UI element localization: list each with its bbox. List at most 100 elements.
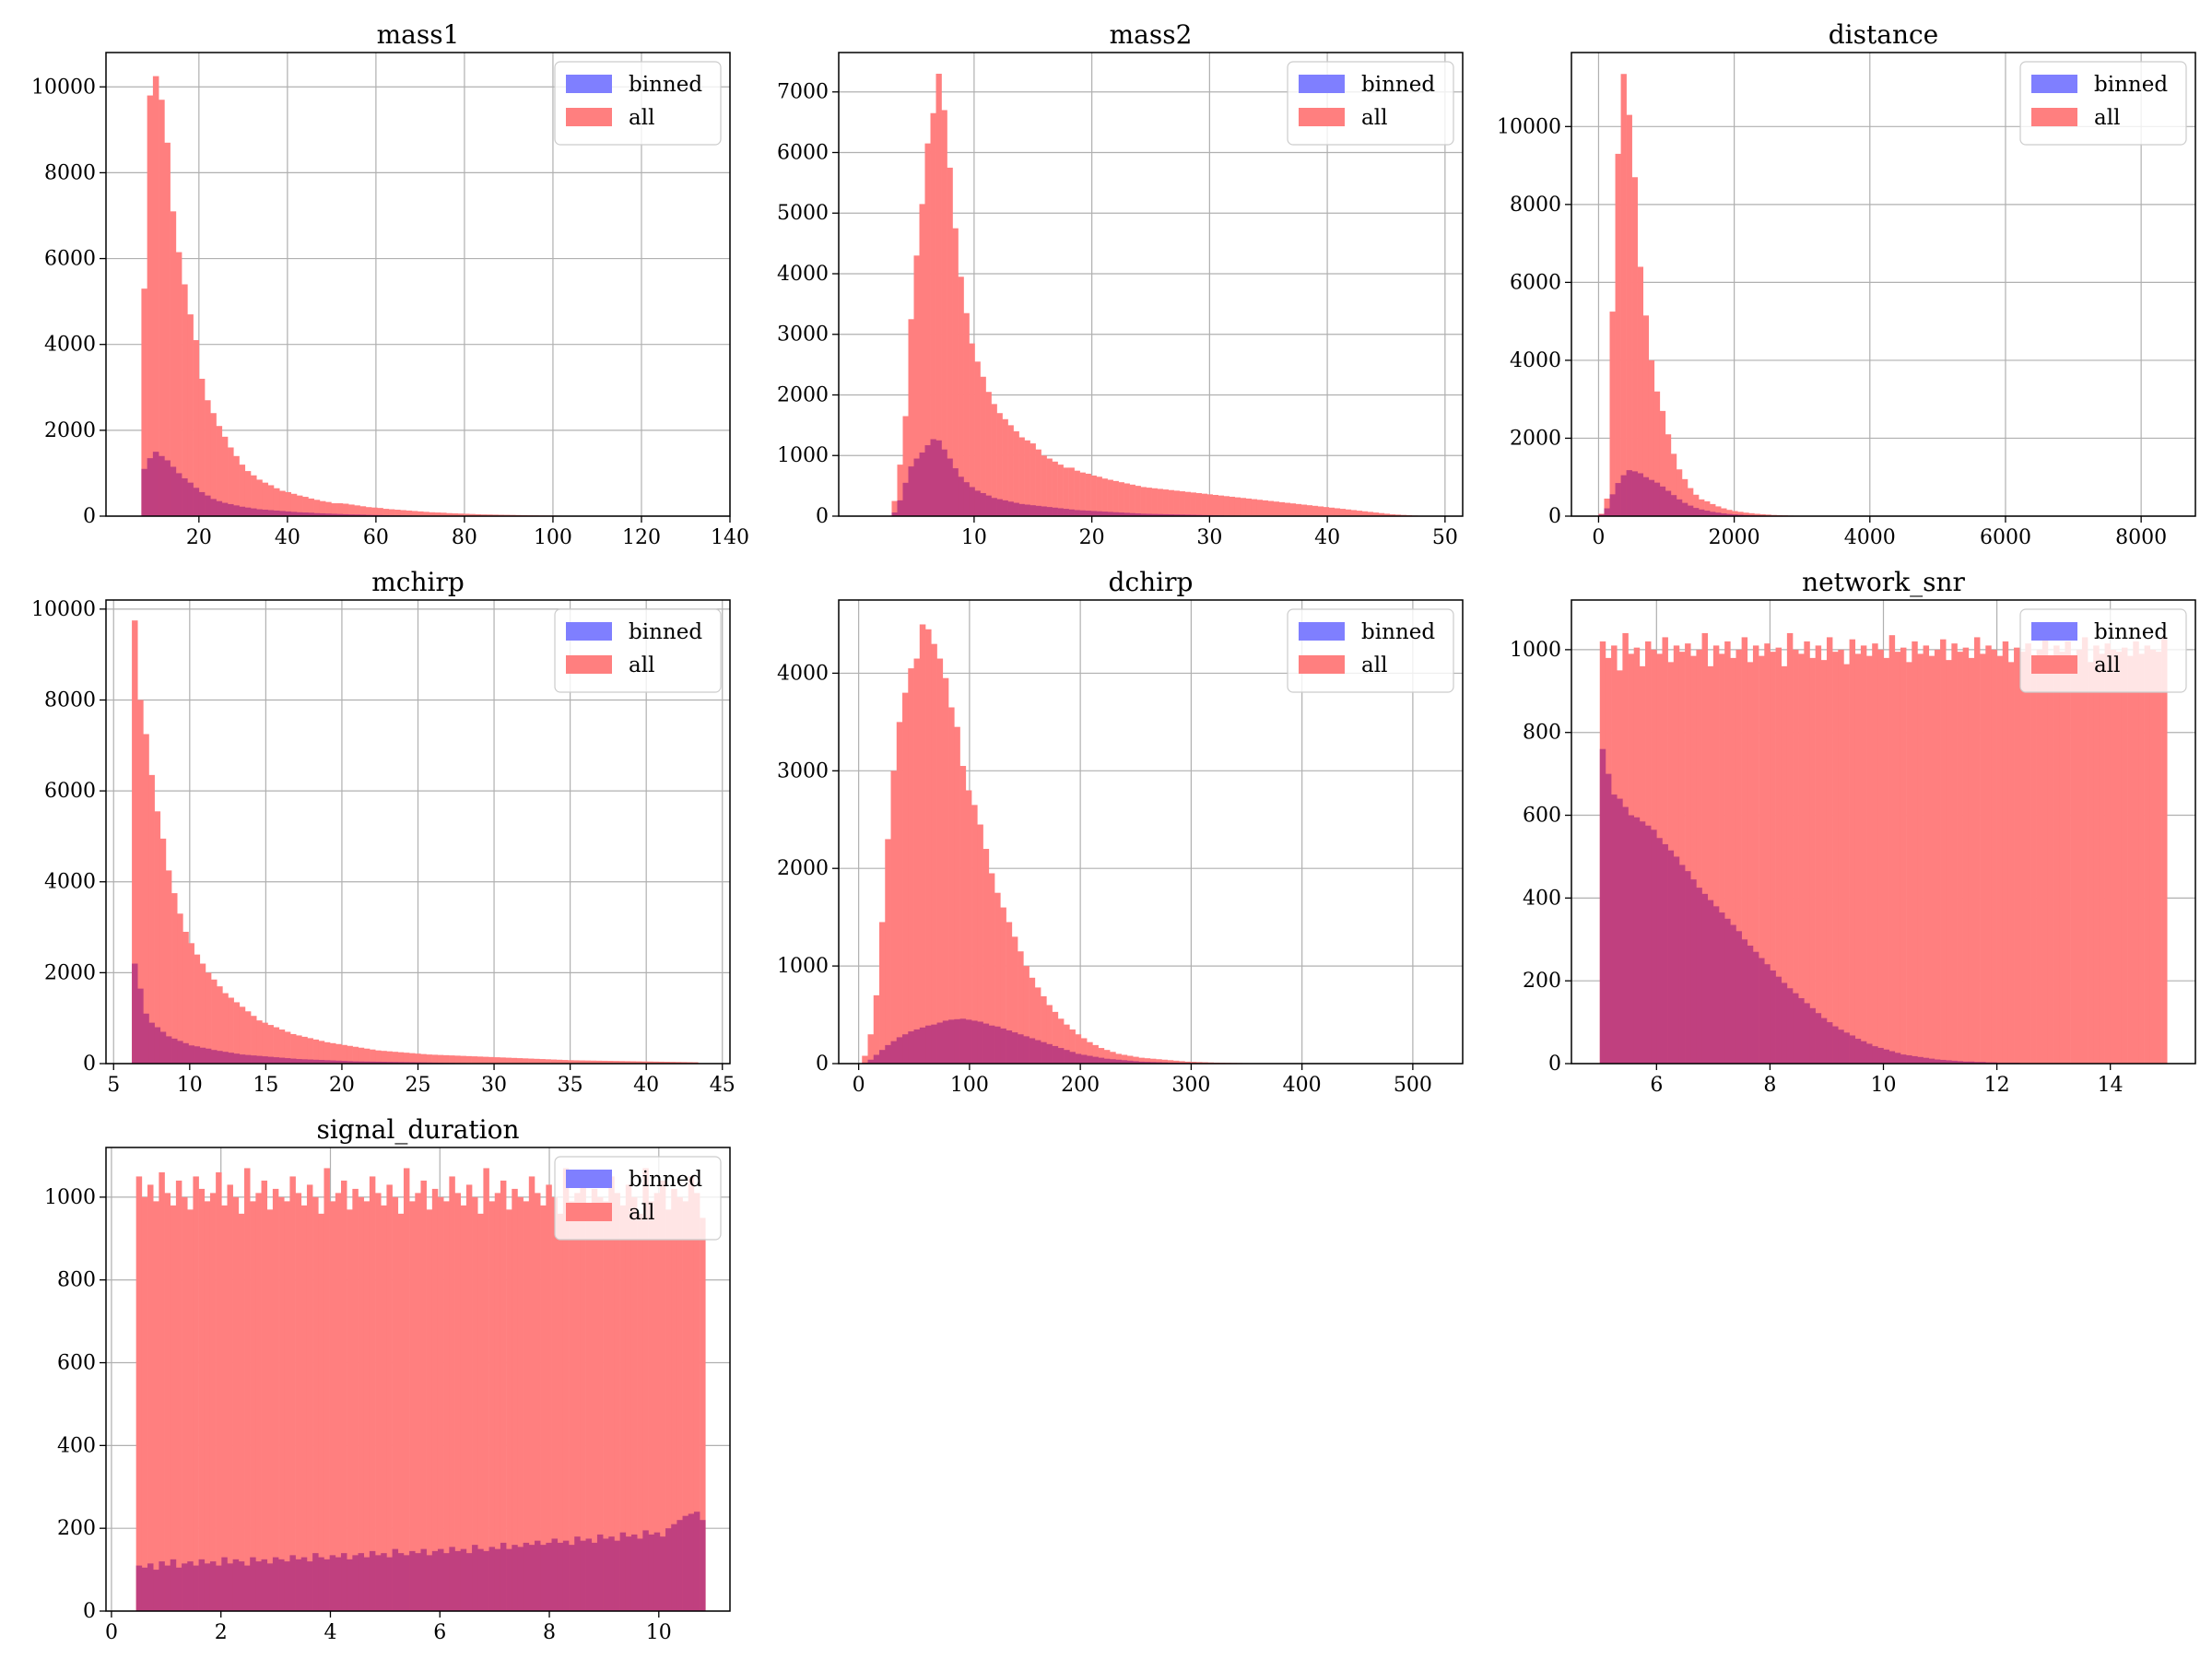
all-bar (1637, 266, 1644, 516)
binned-bar (1676, 499, 1683, 516)
all-bar (1345, 509, 1352, 516)
all-bar (2099, 653, 2105, 1064)
binned-bar (233, 1053, 241, 1064)
all-bar (2007, 662, 2015, 1064)
all-bar (919, 204, 925, 516)
all-bar (431, 1188, 439, 1611)
all-bar (908, 668, 914, 1064)
binned-bar (325, 513, 332, 516)
binned-bar (637, 1538, 643, 1611)
binned-bar (1710, 512, 1716, 516)
binned-bar (608, 1536, 615, 1611)
binned-bar (603, 1538, 609, 1611)
legend: binned all (1287, 61, 1454, 146)
all-bar (1334, 508, 1341, 516)
legend-label-binned: binned (629, 73, 702, 97)
y-tick-label: 2000 (1510, 427, 1561, 450)
binned-bar (341, 1061, 347, 1064)
all-bar (278, 1030, 286, 1064)
all-bar (494, 1057, 500, 1064)
binned-bar (397, 1062, 405, 1064)
subplot-mass1: 20 40 60 80 100 120 140 0 2000 4000 6000 8000 10000 m… (31, 19, 749, 549)
all-bar (420, 1053, 427, 1064)
all-bar (534, 1058, 540, 1064)
binned-bar (381, 1062, 387, 1064)
all-bar (1681, 478, 1688, 516)
all-bar (1080, 1038, 1088, 1064)
binned-bar (902, 482, 909, 516)
all-bar (284, 1031, 291, 1064)
binned-bar (1883, 1049, 1889, 1064)
binned-bar (1894, 1053, 1901, 1064)
all-bar (409, 1053, 416, 1064)
all-bar (2121, 647, 2128, 1064)
all-bar (1075, 1034, 1082, 1064)
binned-bar (985, 495, 992, 516)
binned-bar (952, 468, 959, 516)
all-bar (336, 503, 344, 516)
binned-bar (1124, 512, 1130, 516)
all-bar (591, 1188, 598, 1611)
binned-bar (1052, 507, 1058, 516)
all-bar (170, 1205, 177, 1611)
binned-bar (523, 1542, 530, 1611)
all-bar (465, 1055, 472, 1064)
binned-bar (1786, 988, 1794, 1064)
subplot-title: network_snr (1802, 567, 1965, 597)
all-bar (182, 1196, 188, 1611)
axes-frame (105, 52, 731, 517)
binned-bar (1860, 1041, 1867, 1064)
all-bar (1747, 662, 1754, 1064)
binned-bar (1849, 1035, 1856, 1064)
all-bar (1670, 453, 1677, 516)
all-bar (2081, 637, 2088, 1064)
legend-label-all: all (1361, 106, 1387, 130)
all-bar (931, 643, 937, 1064)
all-bar (431, 1054, 439, 1064)
binned-bar (1732, 514, 1738, 516)
binned-bar (1126, 1060, 1134, 1064)
binned-bar (873, 1054, 880, 1064)
all-bar (528, 1058, 535, 1064)
binned-bar (255, 1561, 262, 1611)
binned-bar (1146, 513, 1152, 516)
all-bar (1900, 647, 1907, 1064)
y-tick-label: 200 (57, 1517, 96, 1540)
all-bar (1018, 951, 1024, 1064)
all-bar (454, 1055, 461, 1064)
binned-bar (363, 1557, 371, 1611)
y-tick-label: 2000 (44, 419, 96, 442)
binned-bar (159, 1031, 167, 1064)
all-bar (688, 1176, 695, 1611)
all-bar (556, 1059, 563, 1064)
binned-bar (193, 1565, 199, 1611)
all-bar (1957, 652, 1963, 1064)
binned-bar (867, 1059, 875, 1064)
all-bar (375, 1193, 382, 1611)
binned-bar (205, 1048, 212, 1064)
all-bar (295, 1193, 302, 1611)
all-bar (562, 1168, 570, 1611)
all-bar (1759, 513, 1766, 516)
y-tick-label: 4000 (1510, 349, 1561, 372)
x-tick-label: 0 (853, 1074, 865, 1097)
all-bar (1701, 632, 1709, 1064)
all-bar (238, 1213, 245, 1611)
binned-bar (540, 1545, 547, 1611)
binned-bar (1041, 1041, 1047, 1064)
binned-bar (227, 1563, 233, 1611)
x-tick-label: 45 (710, 1074, 735, 1097)
binned-bar (1687, 505, 1694, 516)
all-bar (437, 1196, 444, 1611)
binned-bar (152, 452, 159, 516)
binned-bar (959, 1018, 967, 1064)
subplot-title: mass2 (1110, 19, 1193, 50)
all-bar (1267, 500, 1275, 516)
all-bar (159, 1171, 165, 1611)
x-tick-label: 2 (215, 1621, 228, 1644)
binned-bar (199, 1047, 206, 1064)
all-bar (891, 500, 898, 516)
all-bar (585, 1209, 593, 1611)
all-bar (182, 284, 188, 516)
all-bar (475, 513, 481, 516)
